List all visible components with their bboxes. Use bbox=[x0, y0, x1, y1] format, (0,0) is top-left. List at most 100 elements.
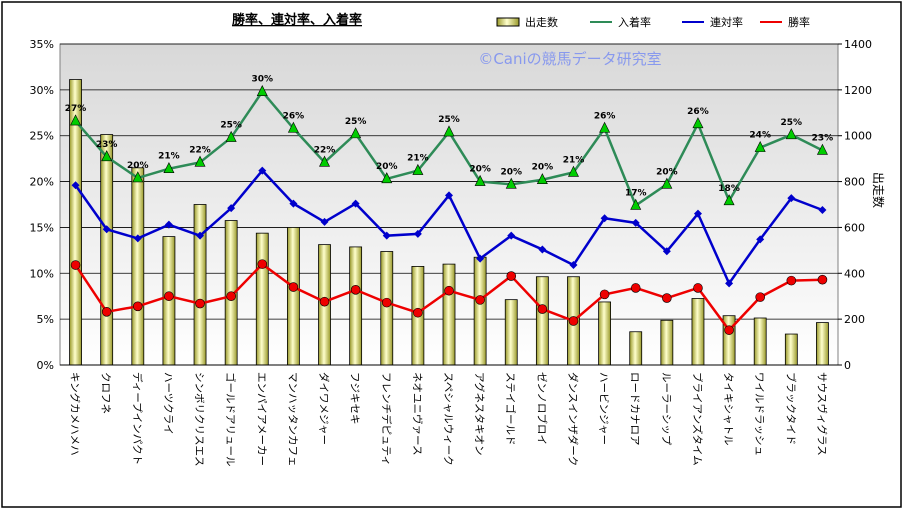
marker bbox=[71, 181, 80, 190]
marker bbox=[350, 284, 361, 295]
marker bbox=[412, 163, 424, 175]
marker bbox=[536, 173, 548, 185]
legend-label: 勝率 bbox=[788, 15, 810, 29]
x-tick-label: ブライアンズタイム bbox=[691, 372, 704, 466]
marker bbox=[444, 285, 454, 296]
data-label: 25% bbox=[781, 118, 803, 128]
data-label: 20% bbox=[532, 163, 554, 173]
marker bbox=[723, 194, 735, 206]
marker bbox=[413, 307, 423, 318]
marker bbox=[476, 254, 485, 263]
data-label: 22% bbox=[189, 145, 211, 155]
marker bbox=[381, 172, 393, 184]
legend-label: 連対率 bbox=[710, 15, 743, 29]
x-tick-label: ワイルドラッシュ bbox=[753, 372, 765, 456]
marker bbox=[474, 174, 486, 186]
y-tick-label: 0% bbox=[37, 359, 54, 372]
marker bbox=[567, 165, 579, 177]
marker bbox=[225, 130, 237, 142]
marker bbox=[194, 155, 206, 167]
y-tick-label: 15% bbox=[30, 221, 54, 234]
marker bbox=[786, 275, 797, 286]
marker bbox=[817, 274, 828, 285]
x-tick-label: エンパイアメーカー bbox=[255, 372, 267, 466]
marker bbox=[785, 128, 797, 140]
y2-tick-label: 600 bbox=[844, 221, 865, 234]
data-label: 20% bbox=[127, 161, 149, 171]
marker bbox=[475, 295, 485, 305]
marker bbox=[101, 150, 113, 162]
marker bbox=[816, 143, 828, 155]
marker bbox=[101, 307, 112, 317]
x-tick-label: ロードカナロア bbox=[629, 372, 641, 446]
y2-tick-label: 800 bbox=[844, 176, 865, 189]
bar bbox=[131, 167, 145, 366]
marker bbox=[258, 166, 267, 175]
legend-label: 出走数 bbox=[525, 15, 558, 29]
marker bbox=[133, 234, 142, 243]
y2-axis-label: 出走数 bbox=[871, 172, 886, 208]
marker bbox=[662, 293, 672, 303]
y2-tick-label: 200 bbox=[844, 313, 865, 326]
data-label: 18% bbox=[718, 184, 740, 194]
x-tick-label: クロフネ bbox=[100, 372, 112, 414]
marker bbox=[568, 316, 579, 326]
x-tick-label: ゴールドアリュール bbox=[224, 372, 237, 467]
bar bbox=[442, 263, 456, 366]
marker bbox=[755, 292, 766, 302]
bar bbox=[660, 319, 674, 366]
x-tick-label: ダンスインザダーク bbox=[566, 372, 579, 466]
marker bbox=[630, 283, 641, 293]
bar bbox=[753, 317, 767, 366]
marker bbox=[320, 217, 329, 226]
chart-title: 勝率、連対率、入着率 bbox=[232, 12, 362, 28]
marker bbox=[537, 304, 548, 314]
x-tick-label: マンハッタンカフェ bbox=[286, 372, 298, 467]
marker bbox=[505, 177, 517, 189]
marker bbox=[569, 261, 578, 270]
marker bbox=[70, 260, 81, 270]
bar bbox=[100, 134, 114, 366]
x-tick-label: ハービンジャー bbox=[598, 372, 610, 445]
marker bbox=[195, 298, 205, 309]
x-tick-label: サウスヴィグラス bbox=[815, 372, 828, 456]
marker bbox=[287, 121, 299, 133]
marker bbox=[445, 191, 453, 200]
data-label: 24% bbox=[749, 131, 771, 141]
marker bbox=[256, 85, 268, 96]
data-label: 20% bbox=[376, 162, 398, 172]
data-label: 21% bbox=[158, 152, 180, 162]
marker bbox=[507, 231, 516, 240]
y2-tick-label: 1200 bbox=[844, 84, 872, 97]
data-label: 21% bbox=[407, 154, 429, 164]
marker bbox=[630, 198, 642, 210]
marker bbox=[693, 283, 703, 293]
marker bbox=[227, 204, 236, 213]
x-tick-label: フレンチデピュティ bbox=[380, 372, 393, 466]
marker bbox=[787, 194, 796, 203]
data-label: 26% bbox=[594, 111, 616, 121]
bar bbox=[380, 251, 394, 366]
marker bbox=[196, 231, 205, 240]
marker bbox=[319, 296, 330, 307]
data-label: 22% bbox=[314, 145, 336, 155]
x-tick-label: ディープインパクト bbox=[131, 372, 144, 465]
data-label: 26% bbox=[283, 111, 305, 121]
marker bbox=[818, 206, 827, 215]
marker bbox=[693, 209, 702, 218]
data-label: 23% bbox=[812, 133, 834, 143]
marker bbox=[754, 140, 766, 152]
marker bbox=[350, 127, 362, 139]
marker bbox=[725, 279, 734, 288]
x-tick-label: キングカメハメハ bbox=[69, 372, 82, 456]
legend-label: 入着率 bbox=[618, 15, 651, 29]
marker bbox=[351, 199, 360, 208]
y-tick-label: 35% bbox=[30, 38, 54, 51]
marker bbox=[506, 271, 517, 281]
data-label: 20% bbox=[656, 167, 678, 177]
marker bbox=[319, 155, 331, 167]
marker bbox=[381, 297, 392, 308]
x-tick-label: ハーツクライ bbox=[162, 372, 174, 435]
data-label: 20% bbox=[469, 165, 491, 175]
